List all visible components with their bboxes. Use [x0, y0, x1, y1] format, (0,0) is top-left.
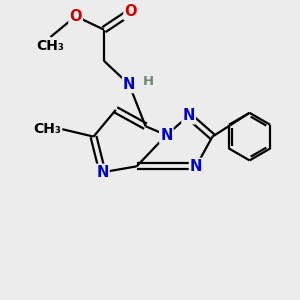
Text: N: N	[123, 77, 135, 92]
Text: O: O	[69, 9, 82, 24]
Text: O: O	[124, 4, 137, 19]
Text: N: N	[182, 108, 195, 123]
Text: CH₃: CH₃	[37, 38, 64, 52]
Text: N: N	[160, 128, 172, 142]
Text: CH₃: CH₃	[33, 122, 61, 136]
Text: H: H	[143, 75, 154, 88]
Text: N: N	[96, 165, 109, 180]
Text: N: N	[190, 159, 202, 174]
